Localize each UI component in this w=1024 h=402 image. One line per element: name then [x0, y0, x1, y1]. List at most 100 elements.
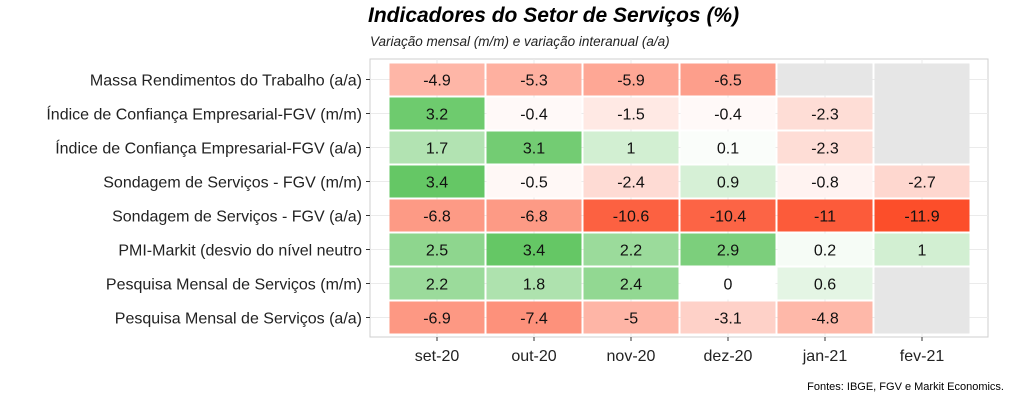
heatmap-cell	[777, 131, 873, 164]
heatmap-cell	[486, 199, 582, 232]
cell-value-label: -10.4	[710, 209, 747, 226]
cell-value-label: -4.8	[811, 311, 839, 328]
source-note: Fontes: IBGE, FGV e Markit Economics.	[807, 381, 1004, 393]
cell-value-label: -0.4	[714, 107, 742, 124]
heatmap-cell	[486, 63, 582, 96]
cell-value-label: -6.5	[714, 73, 742, 90]
cell-value-label: -5.9	[617, 73, 645, 90]
cell-value-label: -2.3	[811, 141, 839, 158]
chart-subtitle: Variação mensal (m/m) e variação interan…	[370, 34, 670, 49]
heatmap-cell	[583, 199, 679, 232]
heatmap-cell	[874, 301, 970, 334]
heatmap-cell	[389, 97, 485, 130]
heatmap-cell	[389, 301, 485, 334]
heatmap-cell	[680, 165, 776, 198]
cell-value-label: -3.1	[714, 311, 742, 328]
cell-value-label: 3.4	[523, 243, 545, 260]
heatmap-cell	[583, 233, 679, 266]
heatmap-cell	[486, 97, 582, 130]
cell-value-label: 0.9	[717, 175, 739, 192]
heatmap-cell	[389, 165, 485, 198]
heatmap-cell	[583, 301, 679, 334]
cell-value-label: -5	[624, 311, 638, 328]
cell-value-label: -5.3	[520, 73, 548, 90]
cell-value-label: -0.5	[520, 175, 548, 192]
cell-value-label: 0.1	[717, 141, 739, 158]
heatmap-cell	[777, 301, 873, 334]
heatmap-cell	[680, 97, 776, 130]
cell-value-label: 1.7	[426, 141, 448, 158]
cell-value-label: 0.2	[814, 243, 836, 260]
heatmap-cell	[389, 233, 485, 266]
heatmap-cell	[583, 97, 679, 130]
heatmap-cell	[874, 63, 970, 96]
row-label: Pesquisa Mensal de Serviços (m/m)	[106, 277, 362, 294]
heatmap-cell	[874, 267, 970, 300]
column-label: nov-20	[607, 348, 656, 365]
heatmap-cell	[680, 233, 776, 266]
heatmap-cell	[874, 199, 970, 232]
cell-value-label: -7.4	[520, 311, 548, 328]
cell-value-label: -11.9	[904, 209, 939, 226]
row-label: Massa Rendimentos do Trabalho (a/a)	[90, 73, 362, 90]
cell-value-label: 2.4	[620, 277, 642, 294]
heatmap-cell	[583, 63, 679, 96]
cell-value-label: -2.3	[811, 107, 839, 124]
cell-value-label: -4.9	[423, 73, 451, 90]
heatmap-cell	[777, 199, 873, 232]
cell-value-label: 0.6	[814, 277, 836, 294]
heatmap-cell	[680, 267, 776, 300]
row-label: Sondagem de Serviços - FGV (a/a)	[112, 209, 362, 226]
row-label: PMI-Markit (desvio do nível neutro	[118, 243, 362, 260]
row-label: Pesquisa Mensal de Serviços (a/a)	[115, 311, 362, 328]
heatmap-cell	[583, 165, 679, 198]
cell-value-label: -6.8	[520, 209, 548, 226]
cell-value-label: 3.4	[426, 175, 448, 192]
heatmap-cell	[389, 199, 485, 232]
cell-value-label: -6.9	[423, 311, 451, 328]
cell-value-label: -10.6	[613, 209, 650, 226]
heatmap-cell	[389, 63, 485, 96]
heatmap-cell	[486, 301, 582, 334]
row-label: Índice de Confiança Empresarial-FGV (m/m…	[46, 105, 362, 124]
heatmap-cell	[777, 97, 873, 130]
chart-title: Indicadores do Setor de Serviços (%)	[368, 4, 740, 27]
cell-value-label: -0.8	[811, 175, 839, 192]
row-label: Sondagem de Serviços - FGV (m/m)	[103, 175, 362, 192]
heatmap-cell	[583, 267, 679, 300]
heatmap-cell	[777, 63, 873, 96]
cell-value-label: 1	[918, 243, 927, 260]
cell-value-label: 1	[627, 141, 636, 158]
cell-value-label: -2.7	[908, 175, 936, 192]
cell-value-label: 1.8	[523, 277, 545, 294]
column-label: out-20	[511, 348, 556, 365]
heatmap-cell	[777, 233, 873, 266]
cell-value-label: -2.4	[617, 175, 645, 192]
heatmap-cell	[680, 131, 776, 164]
row-label: Índice de Confiança Empresarial-FGV (a/a…	[55, 139, 362, 158]
cell-value-label: -11	[814, 209, 836, 226]
heatmap-cell	[389, 131, 485, 164]
cell-value-label: 2.9	[717, 243, 739, 260]
cell-value-label: 3.1	[523, 141, 545, 158]
heatmap-cell	[583, 131, 679, 164]
column-label: set-20	[415, 348, 460, 365]
cell-value-label: 3.2	[426, 107, 448, 124]
cell-value-label: -0.4	[520, 107, 548, 124]
heatmap-cell	[680, 63, 776, 96]
heatmap-cell	[680, 301, 776, 334]
column-label: fev-21	[900, 348, 945, 365]
column-label: dez-20	[704, 348, 753, 365]
heatmap-cell	[486, 131, 582, 164]
cell-value-label: 2.2	[620, 243, 642, 260]
cell-value-label: 2.2	[426, 277, 448, 294]
heatmap-cell	[486, 165, 582, 198]
cell-value-label: -1.5	[617, 107, 645, 124]
heatmap-cell	[486, 233, 582, 266]
heatmap-cell	[777, 165, 873, 198]
column-label: jan-21	[802, 348, 848, 365]
heatmap-cell	[777, 267, 873, 300]
heatmap-cell	[874, 97, 970, 130]
heatmap-cell	[874, 165, 970, 198]
